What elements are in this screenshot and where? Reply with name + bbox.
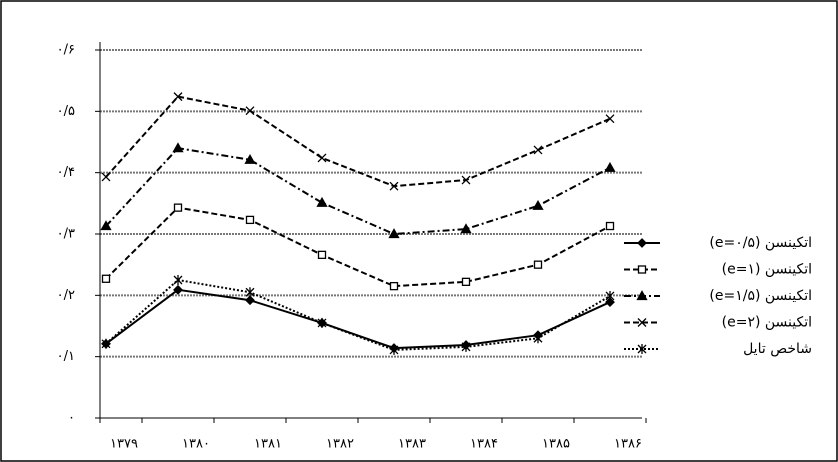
point [460,223,472,234]
line [105,147,611,236]
point [244,153,256,164]
point [101,274,111,283]
point [605,297,615,307]
line [105,206,611,288]
legend-label: شاخص تایل [743,341,812,357]
point [245,295,255,306]
point [100,220,112,231]
point [533,260,543,269]
point [172,142,184,153]
point [316,196,328,207]
point [605,221,615,231]
x-tick-label: ۱۳۸۶ [614,437,642,452]
y-tick-label: ۰/۵ [57,104,75,119]
point [605,114,615,124]
series [100,142,616,239]
point [101,338,111,349]
point [461,175,471,185]
line [105,95,611,188]
legend-marker [637,318,647,327]
legend-label: اتکینسن (e=۰/۵) [709,235,812,251]
point [317,153,327,163]
point [245,287,255,298]
y-tick-label: ۰/۴ [57,165,75,180]
point [389,281,399,291]
point [605,290,615,301]
x-tick-label: ۱۳۸۴ [470,437,498,452]
y-tick-label: ۰/۲ [57,288,75,303]
point [101,172,111,182]
legend-marker [636,290,648,301]
point [173,92,183,102]
legend-marker [637,344,647,354]
x-tick-label: ۱۳۸۳ [398,437,426,452]
point [245,215,255,225]
legend-label: اتکینسن (e=۱/۵) [709,288,812,304]
point [389,344,399,355]
point [173,275,183,285]
point [317,250,327,260]
x-tick-label: ۱۳۸۰ [182,437,210,452]
point [604,161,616,172]
y-tick-label: ۰/۶ [57,43,75,58]
legend-label: اتکینسن (e=۱) [722,262,812,278]
point [388,228,400,239]
point [245,106,255,116]
point [173,203,183,212]
x-tick-label: ۱۳۷۹ [110,437,138,452]
legend-marker [637,238,647,248]
series [101,203,615,291]
point [533,145,543,155]
point [532,199,544,210]
y-tick-label: ۰/۱ [57,349,75,364]
point [461,277,471,286]
point [173,284,183,295]
x-tick-label: ۱۳۸۲ [326,437,354,452]
legend-marker [637,265,647,274]
point [317,317,327,328]
x-tick-label: ۱۳۸۵ [542,437,570,452]
y-tick-label: ۰/۳ [57,227,75,242]
point [461,341,471,352]
x-tick-label: ۱۳۸۱ [254,437,282,452]
legend-label: اتکینسن (e=۲) [722,315,812,331]
series [101,275,615,355]
line [105,278,611,351]
y-tick-label: ۰ [68,411,75,426]
series [101,92,615,191]
point [389,181,399,191]
point [533,333,543,344]
